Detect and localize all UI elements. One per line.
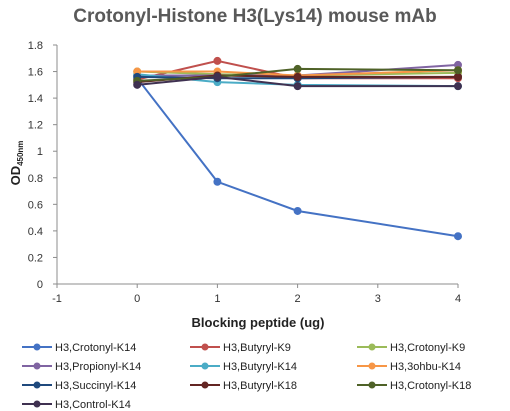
x-tick-label: -1 <box>52 293 62 305</box>
legend-marker <box>201 381 209 389</box>
data-point <box>293 72 302 81</box>
x-tick-label: 3 <box>375 293 381 305</box>
data-point <box>213 56 222 65</box>
legend-marker <box>201 343 209 351</box>
legend-marker <box>201 362 209 370</box>
y-tick-label: 1.6 <box>28 67 43 79</box>
legend-label: H3,Succinyl-K14 <box>55 380 136 392</box>
y-axis-title: OD450nm <box>8 141 25 186</box>
y-tick-label: 1 <box>37 146 43 158</box>
chart-title: Crotonyl-Histone H3(Lys14) mouse mAb <box>73 6 437 27</box>
legend-item: H3,Crotonyl-K9 <box>357 342 465 354</box>
legend-item: H3,Crotonyl-K14 <box>22 342 136 354</box>
series-line <box>136 77 459 238</box>
x-tick-label: 4 <box>455 293 461 305</box>
y-tick-label: 0.6 <box>28 199 43 211</box>
legend-label: H3,Crotonyl-K18 <box>390 380 471 392</box>
data-point <box>213 177 222 186</box>
y-tick-label: 0 <box>37 279 43 291</box>
series-line <box>137 75 458 88</box>
legend-label: H3,Crotonyl-K14 <box>55 342 136 354</box>
x-tick-labels: -1 0 1 2 3 4 <box>52 284 461 305</box>
legend-label: H3,3ohbu-K14 <box>390 361 461 373</box>
legend-marker <box>33 362 41 370</box>
axes <box>56 45 458 285</box>
x-axis-title: Blocking peptide (ug) <box>192 315 325 330</box>
y-tick-label: 1.8 <box>28 40 43 52</box>
data-point <box>454 66 462 75</box>
x-tick-label: 1 <box>214 293 220 305</box>
legend: H3,Crotonyl-K14 H3,Butyryl-K9 H3,Crotonyl-… <box>22 342 471 411</box>
data-point <box>293 64 302 73</box>
legend-item: H3,3ohbu-K14 <box>357 361 461 373</box>
x-tick-label: 2 <box>295 293 301 305</box>
legend-marker <box>368 381 376 389</box>
series-lines <box>133 56 462 241</box>
y-tick-labels: 0 0.2 0.4 0.6 0.8 1 1.2 1.4 1.6 1.8 <box>28 40 57 291</box>
legend-label: H3,Propionyl-K14 <box>55 361 141 373</box>
series-9 <box>133 72 462 91</box>
legend-item: H3,Butyryl-K18 <box>190 380 297 392</box>
legend-item: H3,Propionyl-K14 <box>22 361 141 373</box>
legend-item: H3,Butyryl-K14 <box>190 361 297 373</box>
data-point <box>454 232 462 241</box>
y-tick-label: 1.2 <box>28 120 43 132</box>
legend-label: H3,Butyryl-K14 <box>223 361 297 373</box>
legend-marker <box>33 400 41 408</box>
data-point <box>293 82 302 91</box>
svg-text:OD450nm: OD450nm <box>8 141 25 186</box>
y-axis-title-sub: 450nm <box>16 141 25 166</box>
y-tick-label: 1.4 <box>28 93 43 105</box>
legend-marker <box>368 362 376 370</box>
legend-item: H3,Butyryl-K9 <box>190 342 291 354</box>
legend-item: H3,Crotonyl-K18 <box>357 380 471 392</box>
data-point <box>293 206 302 215</box>
y-axis-title-main: OD <box>8 166 23 186</box>
legend-item: H3,Control-K14 <box>22 399 131 411</box>
x-tick-label: 0 <box>134 293 140 305</box>
legend-marker <box>368 343 376 351</box>
y-tick-label: 0.2 <box>28 252 43 264</box>
series-0 <box>133 74 462 241</box>
legend-label: H3,Control-K14 <box>55 399 131 411</box>
legend-item: H3,Succinyl-K14 <box>22 380 136 392</box>
legend-marker <box>33 343 41 351</box>
data-point <box>454 82 462 91</box>
legend-label: H3,Crotonyl-K9 <box>390 342 465 354</box>
data-point <box>133 80 142 89</box>
legend-label: H3,Butyryl-K18 <box>223 380 297 392</box>
data-point <box>213 72 222 81</box>
data-point <box>454 72 462 81</box>
legend-marker <box>33 381 41 389</box>
series-line <box>137 67 459 82</box>
y-tick-label: 0.8 <box>28 173 43 185</box>
legend-label: H3,Butyryl-K9 <box>223 342 291 354</box>
y-tick-label: 0.4 <box>28 226 43 238</box>
